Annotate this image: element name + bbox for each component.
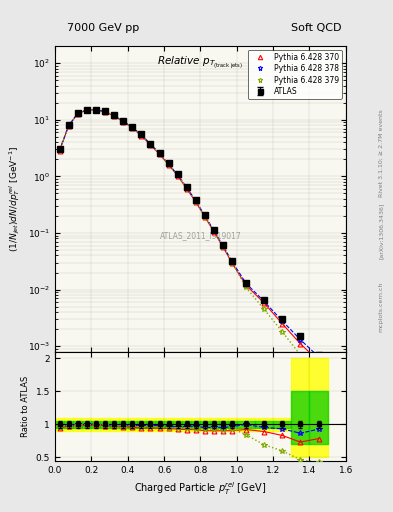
- Pythia 6.428 370: [121, 119, 125, 125]
- Legend: Pythia 6.428 370, Pythia 6.428 378, Pythia 6.428 379, ATLAS: Pythia 6.428 370, Pythia 6.428 378, Pyth…: [248, 50, 342, 99]
- X-axis label: Charged Particle $p_T^{rel}$ [GeV]: Charged Particle $p_T^{rel}$ [GeV]: [134, 480, 266, 497]
- Pythia 6.428 370: [130, 125, 135, 131]
- Pythia 6.428 370: [57, 147, 62, 154]
- Pythia 6.428 370: [221, 244, 226, 250]
- Pythia 6.428 378: [148, 141, 153, 147]
- Pythia 6.428 378: [94, 106, 98, 113]
- Pythia 6.428 378: [230, 259, 235, 265]
- Text: Relative $p_{T_{\rm (track\ jets)}}$: Relative $p_{T_{\rm (track\ jets)}}$: [158, 55, 243, 71]
- Pythia 6.428 379: [175, 173, 180, 179]
- Pythia 6.428 379: [193, 199, 198, 205]
- Pythia 6.428 379: [112, 113, 116, 119]
- Pythia 6.428 379: [139, 132, 144, 138]
- Pythia 6.428 379: [280, 329, 285, 335]
- Pythia 6.428 379: [148, 141, 153, 147]
- Line: Pythia 6.428 370: Pythia 6.428 370: [57, 108, 321, 364]
- Pythia 6.428 370: [103, 109, 107, 115]
- Pythia 6.428 370: [66, 123, 71, 129]
- Pythia 6.428 370: [212, 229, 217, 235]
- Pythia 6.428 370: [175, 173, 180, 179]
- Pythia 6.428 379: [230, 260, 235, 266]
- Pythia 6.428 379: [298, 352, 303, 358]
- Pythia 6.428 370: [193, 199, 198, 205]
- Pythia 6.428 370: [262, 300, 266, 306]
- Pythia 6.428 378: [244, 280, 248, 286]
- Pythia 6.428 378: [66, 122, 71, 129]
- Pythia 6.428 378: [298, 337, 303, 343]
- Pythia 6.428 379: [103, 109, 107, 115]
- Pythia 6.428 370: [139, 133, 144, 139]
- Pythia 6.428 378: [57, 147, 62, 153]
- Pythia 6.428 378: [184, 185, 189, 191]
- Text: Rivet 3.1.10; ≥ 2.7M events: Rivet 3.1.10; ≥ 2.7M events: [379, 110, 384, 198]
- Pythia 6.428 378: [166, 161, 171, 167]
- Text: ATLAS_2011_I919017: ATLAS_2011_I919017: [160, 231, 241, 240]
- Text: Soft QCD: Soft QCD: [292, 23, 342, 33]
- Pythia 6.428 370: [94, 107, 98, 113]
- Pythia 6.428 370: [230, 260, 235, 266]
- Line: Pythia 6.428 379: Pythia 6.428 379: [57, 107, 321, 378]
- Pythia 6.428 379: [94, 106, 98, 113]
- Pythia 6.428 379: [184, 185, 189, 191]
- Pythia 6.428 370: [112, 113, 116, 119]
- Pythia 6.428 370: [157, 151, 162, 157]
- Pythia 6.428 378: [103, 109, 107, 115]
- Pythia 6.428 378: [203, 213, 208, 219]
- Pythia 6.428 370: [75, 111, 80, 117]
- Pythia 6.428 370: [148, 142, 153, 148]
- Pythia 6.428 379: [157, 151, 162, 157]
- Pythia 6.428 378: [280, 318, 285, 324]
- Pythia 6.428 379: [212, 228, 217, 234]
- Pythia 6.428 378: [130, 124, 135, 130]
- Y-axis label: Ratio to ATLAS: Ratio to ATLAS: [21, 376, 30, 437]
- Pythia 6.428 379: [262, 306, 266, 312]
- Pythia 6.428 379: [121, 118, 125, 124]
- Pythia 6.428 379: [66, 122, 71, 129]
- Pythia 6.428 379: [244, 284, 248, 290]
- Pythia 6.428 378: [221, 243, 226, 249]
- Pythia 6.428 370: [166, 162, 171, 168]
- Pythia 6.428 379: [316, 373, 321, 379]
- Pythia 6.428 370: [316, 358, 321, 364]
- Pythia 6.428 378: [75, 110, 80, 116]
- Pythia 6.428 379: [57, 147, 62, 153]
- Pythia 6.428 379: [84, 107, 89, 113]
- Pythia 6.428 379: [166, 161, 171, 167]
- Text: mcplots.cern.ch: mcplots.cern.ch: [379, 282, 384, 332]
- Pythia 6.428 379: [221, 244, 226, 250]
- Pythia 6.428 378: [193, 198, 198, 204]
- Pythia 6.428 379: [203, 214, 208, 220]
- Y-axis label: $(1/N_{jet})dN/dp_T^{rel}\ [\mathrm{GeV}^{-1}]$: $(1/N_{jet})dN/dp_T^{rel}\ [\mathrm{GeV}…: [8, 146, 22, 252]
- Pythia 6.428 379: [130, 124, 135, 131]
- Pythia 6.428 378: [316, 354, 321, 360]
- Pythia 6.428 370: [203, 214, 208, 220]
- Pythia 6.428 378: [84, 106, 89, 113]
- Pythia 6.428 370: [244, 282, 248, 288]
- Pythia 6.428 378: [175, 172, 180, 178]
- Pythia 6.428 378: [121, 118, 125, 124]
- Text: 7000 GeV pp: 7000 GeV pp: [67, 23, 139, 33]
- Pythia 6.428 378: [212, 227, 217, 233]
- Pythia 6.428 378: [157, 150, 162, 156]
- Pythia 6.428 378: [112, 112, 116, 118]
- Pythia 6.428 370: [298, 341, 303, 347]
- Line: Pythia 6.428 378: Pythia 6.428 378: [57, 107, 321, 359]
- Pythia 6.428 370: [84, 107, 89, 113]
- Pythia 6.428 370: [184, 186, 189, 192]
- Pythia 6.428 370: [280, 321, 285, 327]
- Pythia 6.428 378: [139, 132, 144, 138]
- Pythia 6.428 379: [75, 111, 80, 117]
- Text: [arXiv:1306.3436]: [arXiv:1306.3436]: [379, 202, 384, 259]
- Pythia 6.428 378: [262, 298, 266, 305]
